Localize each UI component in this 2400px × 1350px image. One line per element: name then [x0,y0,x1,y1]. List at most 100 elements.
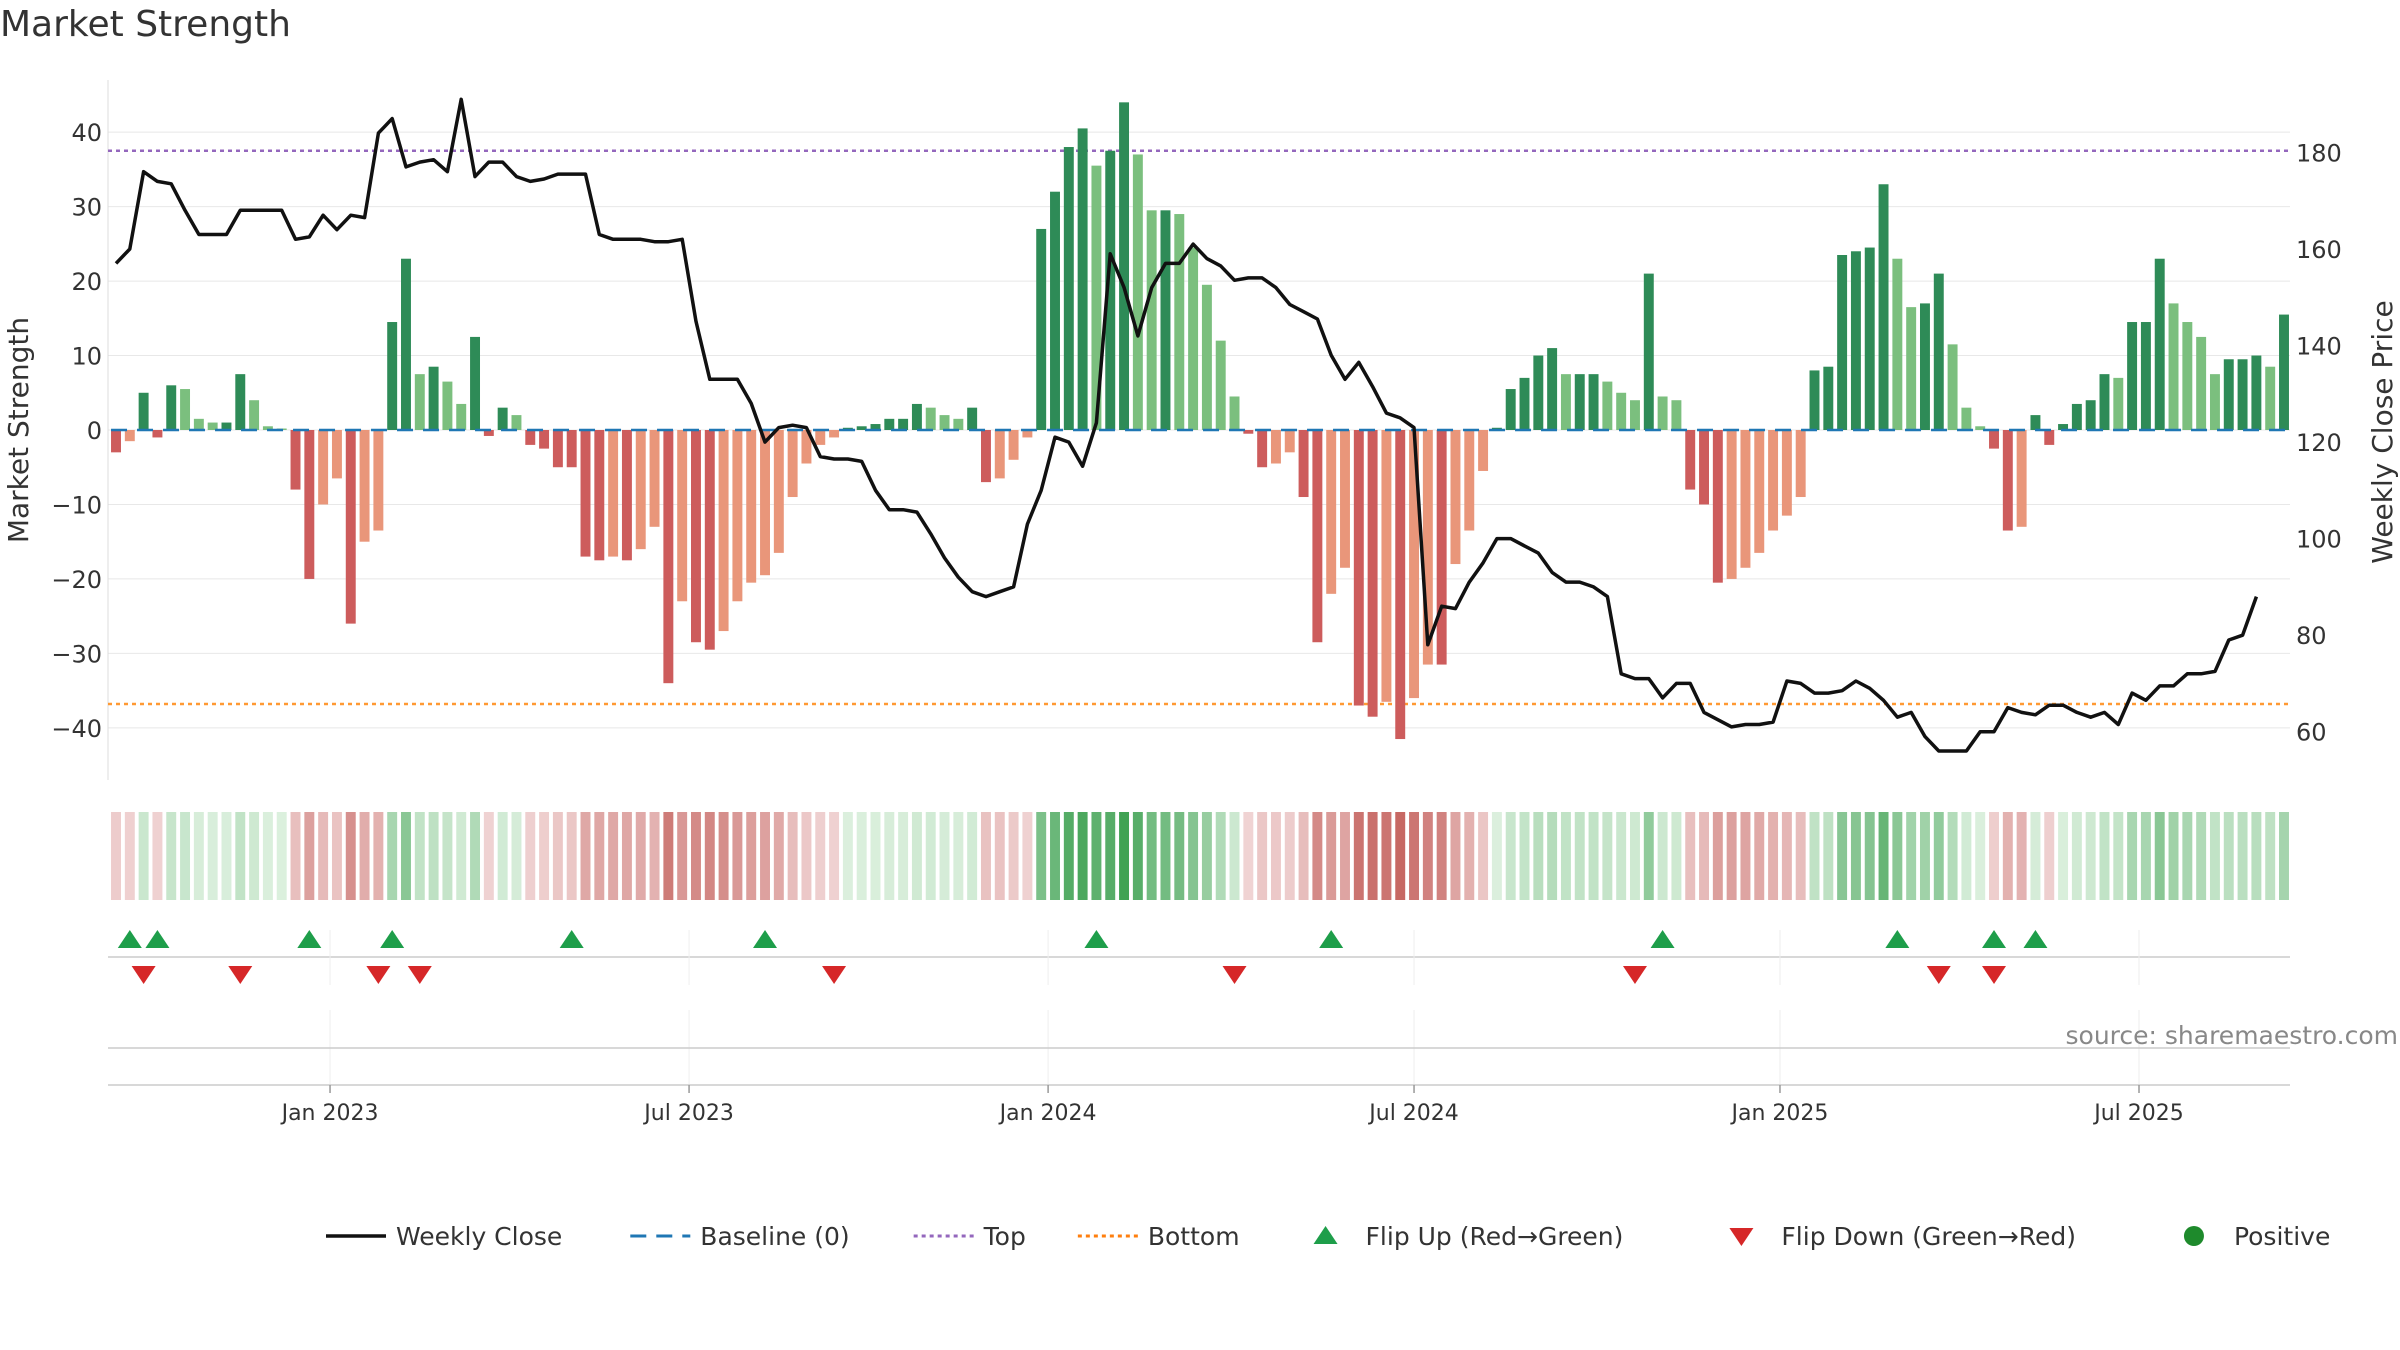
y2-tick-label: 160 [2296,236,2342,264]
strength-bar [925,407,936,430]
strength-bar [552,430,563,468]
heat-strip-cell [1450,812,1461,900]
flip-up-marker [559,930,584,948]
flip-down-marker [366,966,391,984]
y2-axis-label: Weekly Close Price [2366,300,2399,563]
heat-strip-cell [387,812,398,900]
x-tick-label: Jul 2023 [642,1101,734,1126]
heat-strip-cell [691,812,701,900]
strength-bar [124,430,135,442]
heat-strip-cell [1257,812,1268,900]
legend-label: Top [983,1222,1026,1251]
heat-strip-cell [1837,812,1848,900]
heat-strip-cell [166,812,177,900]
strength-bar [2209,374,2220,430]
legend-label: Bottom [1148,1222,1240,1251]
heat-strip-cell [2113,812,2124,900]
heat-strip-cell [1933,812,1944,900]
strength-bar [2099,374,2110,430]
strength-bar [1367,430,1378,717]
heat-strip-cell [2182,812,2193,900]
strength-bar [939,415,950,430]
strength-bar [1781,430,1792,516]
heat-strip-cell [497,812,508,900]
heat-strip-cell [1850,812,1861,900]
strength-bar [290,430,301,490]
heat-strip-cell [138,812,149,900]
strength-bar [1740,430,1751,568]
heat-strip-cell [580,812,591,900]
chart-title: Market Strength [0,4,291,45]
strength-bar [318,430,329,505]
heat-strip-cell [1340,812,1350,900]
strength-bar [2016,430,2027,527]
heat-strip-cell [1919,812,1930,900]
heat-strip-cell [2154,812,2165,900]
heat-strip-cell [428,812,439,900]
heat-strip-cell [980,812,991,900]
heat-strip-cell [1560,812,1571,900]
strength-bar [262,426,273,430]
heat-strip-cell [511,812,522,900]
heat-strip-cell [856,812,867,900]
strength-bar [1616,392,1627,430]
y2-tick-label: 140 [2296,333,2342,361]
strength-bar [1132,154,1143,430]
heat-strip-cell [331,812,342,900]
heat-strip-cell [663,812,674,900]
strength-bar [691,430,701,643]
heat-strip-cell [649,812,660,900]
heat-strip-cell [746,812,757,900]
heat-strip-cell [2058,812,2069,900]
heat-strip-cell [525,812,536,900]
strength-bar [1381,430,1392,702]
strength-bar [1188,247,1199,430]
strength-bar [1630,400,1640,430]
strength-bar [359,430,370,542]
strength-bar [1560,374,1571,430]
strength-bar [1547,348,1558,430]
strength-bar [387,322,398,430]
heat-strip-cell [1201,812,1212,900]
heat-strip-cell [953,812,964,900]
strength-bar [1450,430,1461,565]
strength-bar [718,430,729,632]
strength-bar [1257,430,1268,468]
strength-bar [401,258,411,430]
strength-bar [870,424,881,430]
strength-bar [1050,191,1060,430]
strength-bar [884,418,895,430]
strength-bar [2196,336,2207,430]
heat-strip-cell [2044,812,2055,900]
flip-up-marker [1319,930,1344,948]
strength-bar [635,430,646,550]
heat-strip-cell [1478,812,1489,900]
heat-strip-cell [456,812,467,900]
heat-strip-cell [718,812,729,900]
heat-strip-cell [2002,812,2013,900]
heat-strip-cell [1533,812,1544,900]
heat-strip-cell [1077,812,1088,900]
heat-strip-cell [1312,812,1323,900]
strength-bar [1464,430,1475,531]
heat-strip-cell [2127,812,2138,900]
strength-bar [2182,322,2193,430]
flip-down-marker [131,966,156,984]
heat-strip-cell [1188,812,1199,900]
flip-up-marker [1084,930,1109,948]
heat-strip-cell [1768,812,1779,900]
strength-bar [1754,430,1765,553]
legend-swatch-triangle-down [1729,1228,1754,1246]
strength-bar [1892,258,1903,430]
heat-strip-cell [180,812,191,900]
strength-bar [911,403,922,430]
heat-strip-cell [1146,812,1157,900]
y2-tick-label: 60 [2296,719,2327,747]
heat-strip-cell [1022,812,1033,900]
heat-strip-cell [1588,812,1599,900]
strength-bar [2044,430,2055,445]
strength-bar [1961,407,1972,430]
strength-bar [1975,426,1986,430]
strength-bar [221,422,232,430]
